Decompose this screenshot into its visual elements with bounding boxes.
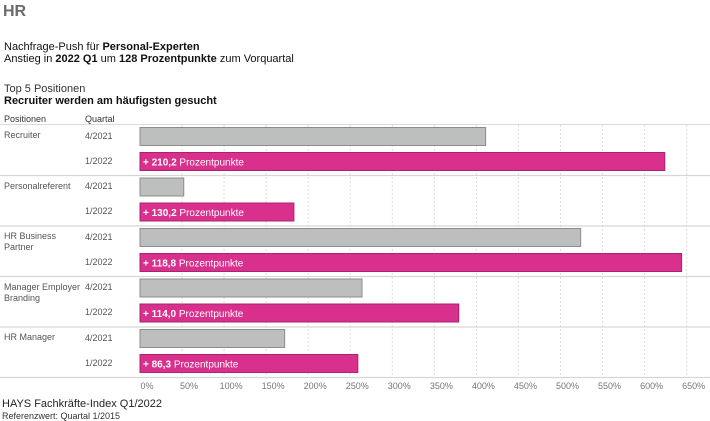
bar-1-2022: [139, 202, 295, 222]
subtitle-2-bold-year: 2022 Q1: [55, 53, 98, 65]
quarter-label: 1/2022: [85, 357, 113, 368]
bar-annotation: + 114,0 Prozentpunkte: [143, 309, 244, 320]
position-label: Manager Employer Branding: [4, 281, 81, 303]
subtitle-2-post: zum Vorquartal: [216, 53, 294, 65]
annotation-unit: Prozentpunkte: [176, 309, 244, 320]
x-tick-label: 250%: [346, 381, 369, 391]
chart-headline: Recruiter werden am häufigsten gesucht: [4, 95, 217, 107]
source-note: HAYS Fachkräfte-Index Q1/2022: [2, 398, 162, 410]
quarter-label: 4/2021: [85, 282, 113, 292]
bar-4-2021: [139, 177, 185, 197]
reference-note: Referenzwert: Quartal 1/2015: [2, 411, 121, 421]
column-header-positions: Positionen: [4, 114, 47, 124]
annotation-unit: Prozentpunkte: [176, 259, 244, 270]
subtitle-1-bold: Personal-Experten: [102, 41, 200, 53]
x-tick-label: 600%: [640, 381, 663, 391]
bar-1-2022: [139, 354, 359, 373]
quarter-label: 4/2021: [85, 130, 113, 141]
subtitle-line-1: Nachfrage-Push für Personal-Experten: [4, 41, 200, 53]
bar-4-2021: [139, 329, 286, 348]
column-header-quarter: Quartal: [85, 114, 115, 124]
position-label: HR Business Partner: [4, 231, 57, 252]
x-tick-label: 300%: [388, 381, 411, 391]
subtitle-2-pre: Anstieg in: [4, 53, 56, 65]
bar-4-2021: [139, 228, 582, 247]
x-tick-label: 500%: [556, 381, 579, 391]
quarter-label: 1/2022: [85, 307, 113, 317]
bar-4-2021: [139, 278, 363, 298]
bar-1-2022: [139, 152, 666, 171]
annotation-unit: Prozentpunkte: [171, 360, 239, 371]
annotation-value: + 210,2: [143, 158, 177, 169]
quarter-label: 4/2021: [85, 332, 113, 343]
x-tick-label: 200%: [304, 381, 327, 391]
bar-annotation: + 118,8 Prozentpunkte: [143, 259, 244, 270]
quarter-label: 4/2021: [85, 181, 113, 191]
quarter-label: 1/2022: [85, 206, 113, 216]
x-tick-label: 550%: [598, 381, 621, 391]
position-label: Recruiter: [4, 130, 41, 140]
quarter-label: 4/2021: [85, 231, 113, 242]
subtitle-2-bold-points: 128 Prozentpunkte: [118, 53, 217, 65]
annotation-unit: Prozentpunkte: [177, 158, 245, 169]
x-tick-label: 0%: [140, 381, 153, 391]
subtitle-2-mid: um: [97, 53, 119, 65]
x-tick-label: 100%: [220, 381, 243, 391]
annotation-unit: Prozentpunkte: [177, 208, 245, 219]
annotation-value: + 114,0: [143, 309, 177, 320]
bar-4-2021: [139, 127, 487, 146]
bar-annotation: + 86,3 Prozentpunkte: [143, 360, 239, 371]
bar-annotation: + 130,2 Prozentpunkte: [143, 208, 244, 219]
position-label: Personalreferent: [4, 180, 71, 191]
quarter-label: 1/2022: [85, 155, 113, 166]
bar-annotation: + 210,2 Prozentpunkte: [143, 158, 244, 169]
x-tick-label: 350%: [430, 381, 453, 391]
x-tick-label: 150%: [262, 381, 285, 391]
x-tick-label: 650%: [682, 381, 705, 391]
bar-1-2022: [139, 303, 460, 323]
annotation-value: + 130,2: [143, 208, 177, 219]
x-tick-label: 450%: [514, 381, 537, 391]
annotation-value: + 118,8: [143, 259, 177, 270]
bar-1-2022: [139, 253, 683, 272]
section-label: Top 5 Positionen: [4, 83, 86, 95]
subtitle-line-2: Anstieg in 2022 Q1 um 128 Prozentpunkte …: [4, 53, 294, 65]
subtitle-1-text: Nachfrage-Push für: [4, 41, 103, 53]
position-label: HR Manager: [4, 332, 56, 342]
quarter-label: 1/2022: [85, 256, 113, 267]
page-title: HR: [3, 3, 27, 20]
annotation-value: + 86,3: [143, 360, 172, 371]
x-tick-label: 400%: [472, 381, 495, 391]
x-tick-label: 50%: [180, 381, 198, 391]
header-divider: [0, 124, 710, 125]
